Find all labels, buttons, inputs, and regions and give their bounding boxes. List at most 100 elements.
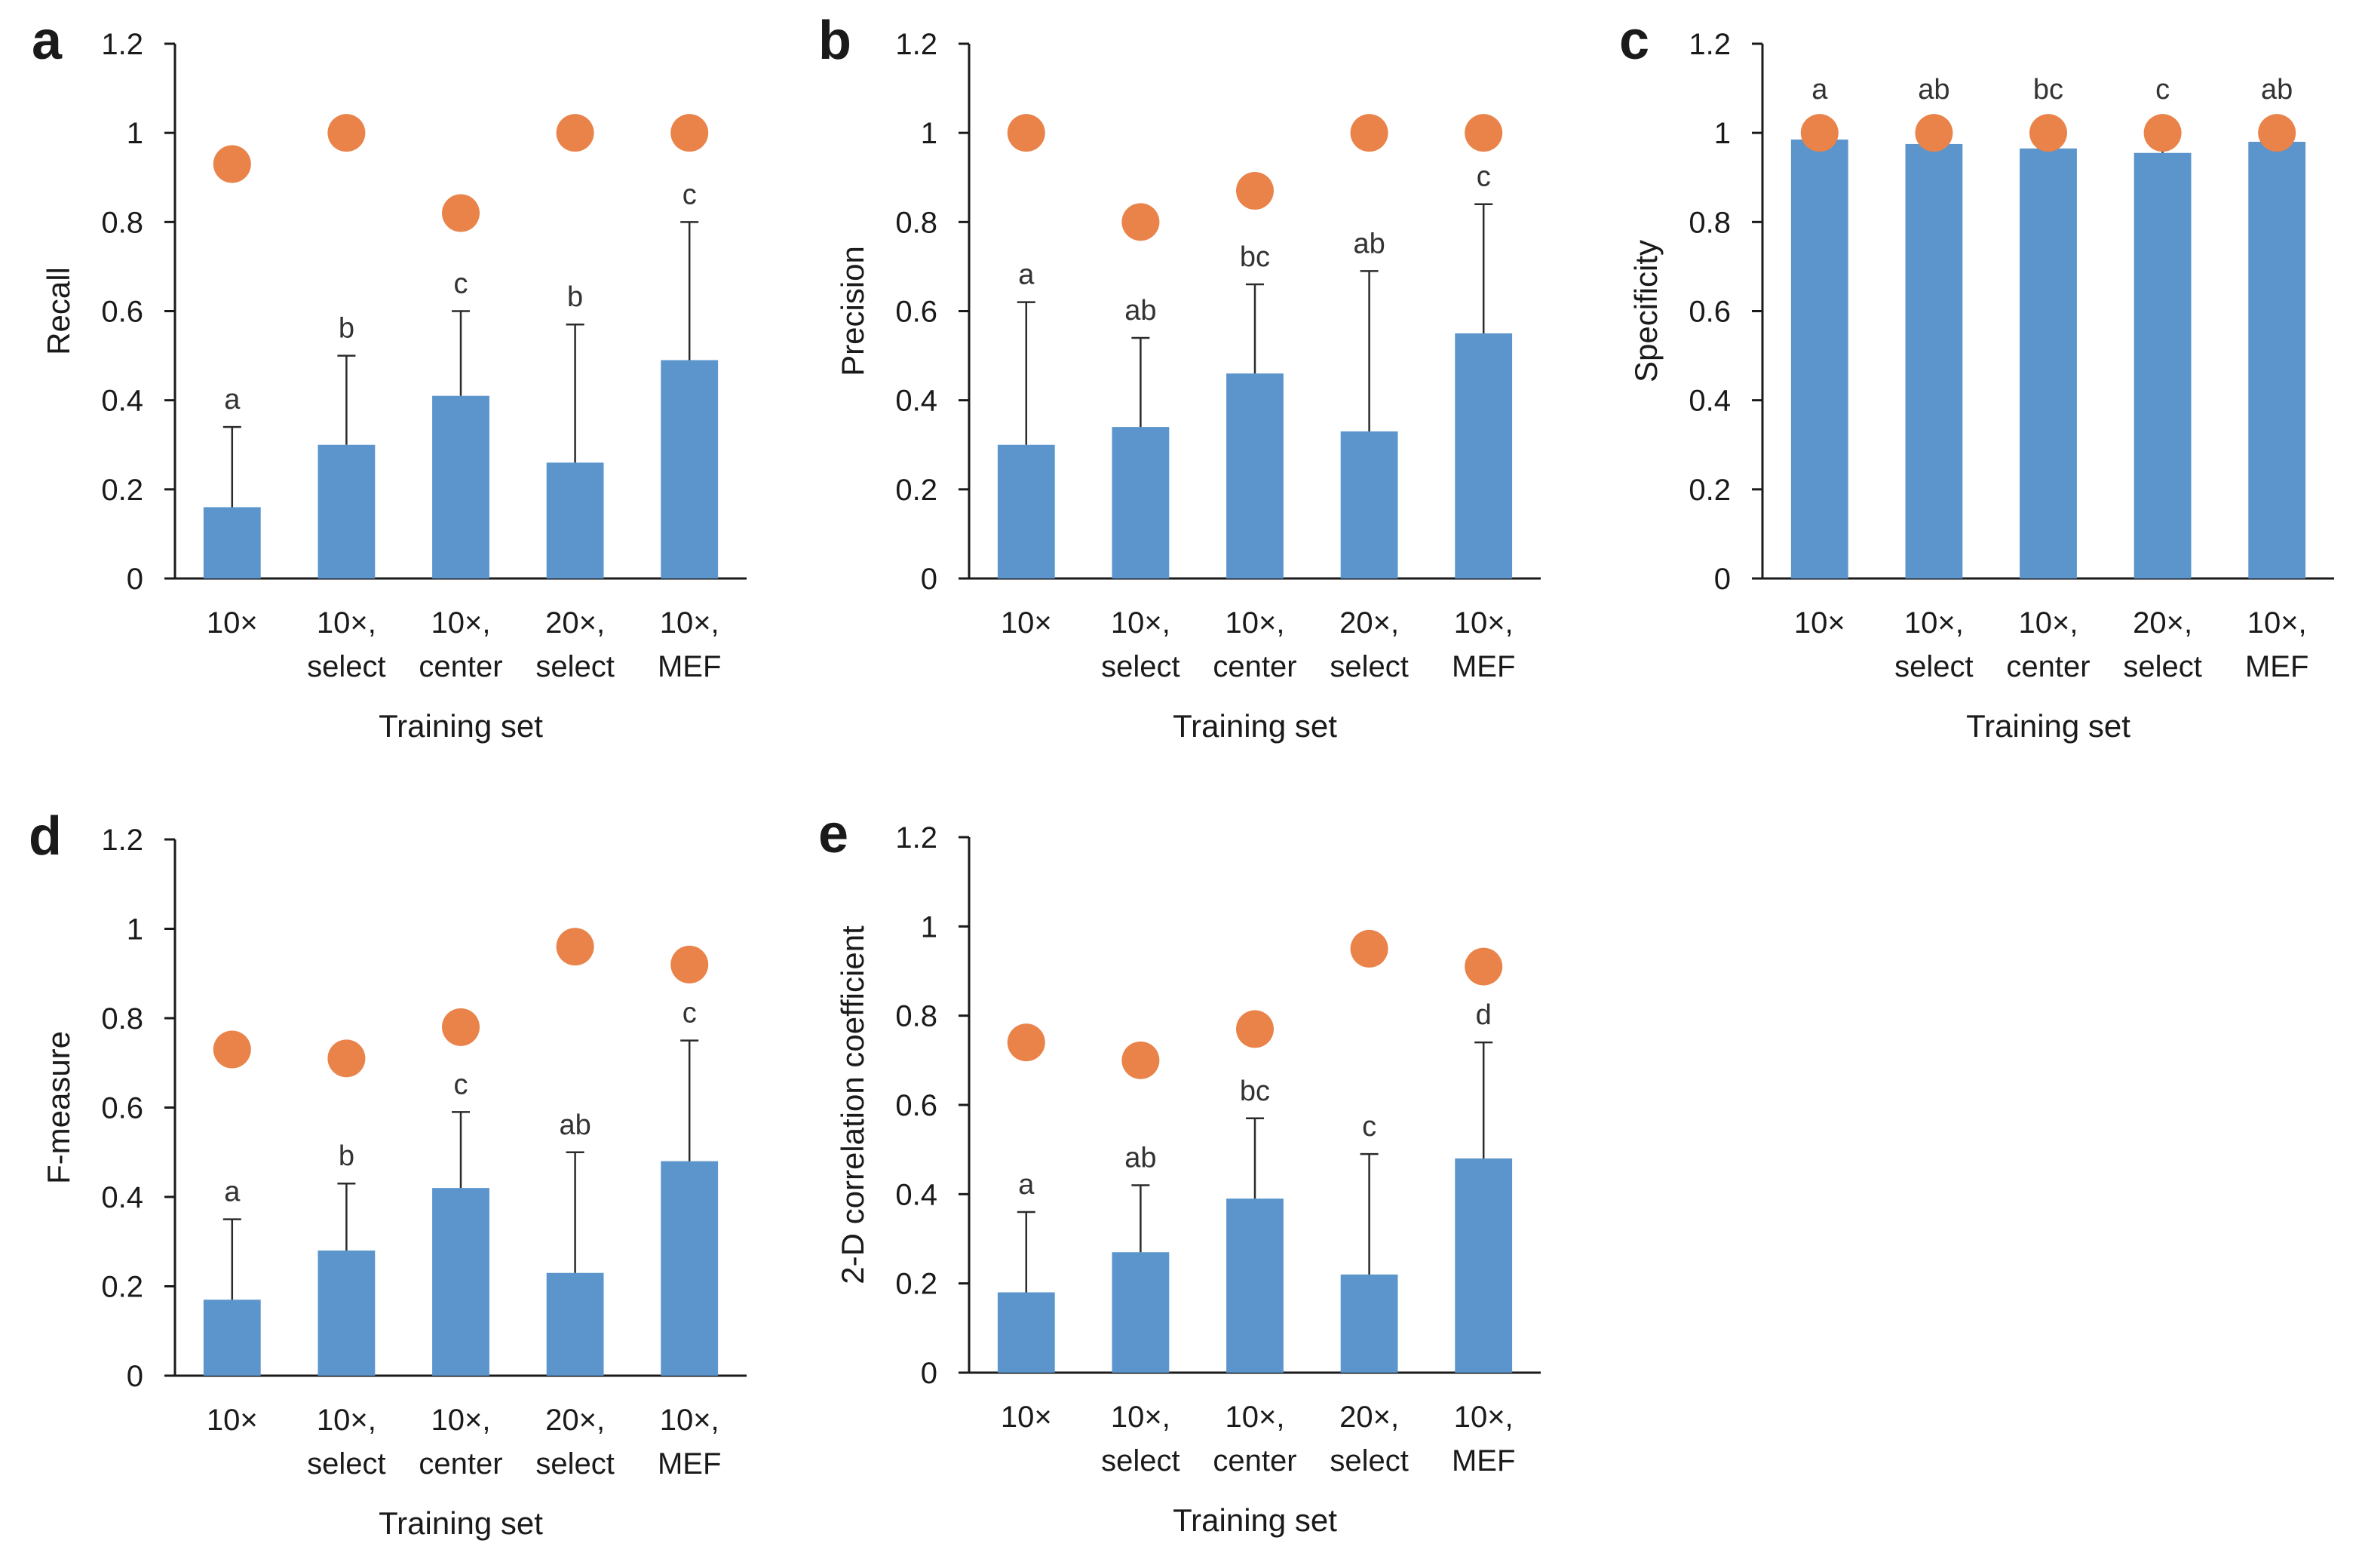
x-axis-title: Training set xyxy=(379,1505,543,1541)
bar xyxy=(203,507,261,578)
significance-label: bc xyxy=(1240,241,1270,273)
category-label: 10×, xyxy=(2019,606,2078,640)
y-tick-label: 0 xyxy=(127,563,143,596)
category-label: 20×, xyxy=(545,1404,605,1437)
category-label: center xyxy=(1213,650,1296,683)
significance-label: b xyxy=(339,313,354,345)
category-label: select xyxy=(1330,650,1409,683)
significance-label: c xyxy=(454,1069,468,1100)
best-value-dot xyxy=(1915,114,1953,152)
y-tick-label: 0.8 xyxy=(101,206,143,239)
best-value-dot xyxy=(1121,1041,1160,1079)
y-tick-label: 0.2 xyxy=(895,474,937,507)
category-label: 10×, xyxy=(431,606,491,640)
panel-a: a00.20.40.60.811.2Recalla10×b10×,selectc… xyxy=(32,11,747,744)
category-label: 10×, xyxy=(317,606,376,640)
bar xyxy=(2020,148,2077,579)
best-value-dot xyxy=(1350,929,1388,968)
category-label: center xyxy=(419,1447,502,1481)
category-label: select xyxy=(307,1447,386,1481)
best-value-dot xyxy=(327,1039,366,1078)
y-tick-label: 0.6 xyxy=(101,1092,143,1125)
y-tick-label: 1.2 xyxy=(101,824,143,857)
bar xyxy=(203,1300,261,1376)
category-label: select xyxy=(307,650,386,683)
category-label: select xyxy=(1330,1444,1409,1477)
y-axis-title: Specificity xyxy=(1628,240,1664,382)
y-tick-label: 0.4 xyxy=(1689,385,1731,418)
significance-label: c xyxy=(1477,161,1491,193)
bar xyxy=(1455,333,1513,578)
y-tick-label: 0 xyxy=(921,1357,937,1390)
best-value-dot xyxy=(1121,203,1160,241)
best-value-dot xyxy=(213,145,251,183)
significance-label: b xyxy=(339,1140,354,1172)
y-tick-label: 0.8 xyxy=(1689,206,1731,239)
bar xyxy=(2248,141,2306,578)
significance-label: ab xyxy=(2261,74,2293,106)
y-axis-title: Recall xyxy=(41,267,76,355)
best-value-dot xyxy=(442,194,480,232)
significance-label: c xyxy=(683,179,697,210)
best-value-dot xyxy=(2029,114,2067,152)
category-label: MEF xyxy=(658,1447,721,1481)
best-value-dot xyxy=(442,1008,480,1046)
significance-label: b xyxy=(567,281,583,313)
panel-letter: b xyxy=(818,11,851,71)
bar xyxy=(997,1292,1055,1373)
best-value-dot xyxy=(1465,114,1503,152)
x-axis-title: Training set xyxy=(379,708,543,744)
y-tick-label: 0.4 xyxy=(895,1178,937,1211)
category-label: 10× xyxy=(1001,1401,1052,1434)
significance-label: d xyxy=(1476,999,1492,1031)
best-value-dot xyxy=(556,928,594,966)
significance-label: ab xyxy=(1353,228,1385,259)
best-value-dot xyxy=(670,114,709,152)
y-tick-label: 1.2 xyxy=(895,821,937,855)
significance-label: ab xyxy=(559,1109,590,1141)
significance-label: a xyxy=(1018,259,1035,291)
y-tick-label: 1 xyxy=(921,117,937,150)
y-tick-label: 0.4 xyxy=(895,385,937,418)
category-label: 10×, xyxy=(660,1404,719,1437)
panel-letter: e xyxy=(818,804,848,864)
category-label: select xyxy=(2123,650,2202,683)
significance-label: a xyxy=(1811,74,1828,106)
panel-letter: a xyxy=(32,11,63,71)
y-tick-label: 1 xyxy=(127,117,143,150)
x-axis-title: Training set xyxy=(1173,708,1337,744)
category-label: 10×, xyxy=(1454,1401,1514,1434)
category-label: 10× xyxy=(1001,606,1052,640)
category-label: 10×, xyxy=(1225,606,1285,640)
category-label: 10×, xyxy=(1111,606,1170,640)
best-value-dot xyxy=(1800,114,1839,152)
category-label: 20×, xyxy=(2133,606,2192,640)
y-tick-label: 0.2 xyxy=(1689,474,1731,507)
significance-label: ab xyxy=(1124,295,1156,327)
significance-label: ab xyxy=(1918,74,1949,106)
category-label: select xyxy=(535,1447,615,1481)
category-label: 10× xyxy=(1794,606,1845,640)
category-label: 10×, xyxy=(317,1404,376,1437)
best-value-dot xyxy=(2143,114,2182,152)
bar xyxy=(661,1161,719,1376)
bar xyxy=(432,1188,489,1376)
y-axis-title: Precision xyxy=(835,246,870,376)
significance-label: a xyxy=(224,384,241,416)
bar xyxy=(1112,427,1170,578)
y-axis-title: F-measure xyxy=(41,1031,76,1184)
panel-e: e 0 0.2 0.4 0.6 0.8 1 1.2 2-D correlation coeffi… xyxy=(818,804,1541,1538)
category-label: MEF xyxy=(1452,1444,1515,1477)
significance-label: c xyxy=(2155,74,2170,106)
category-label: 10×, xyxy=(2247,606,2307,640)
y-tick-label: 0.6 xyxy=(895,296,937,329)
category-label: 10× xyxy=(207,606,258,640)
best-value-dot xyxy=(1236,171,1274,210)
panel-letter: c xyxy=(1619,11,1649,71)
y-tick-label: 1 xyxy=(921,910,937,944)
significance-label: bc xyxy=(2033,74,2063,106)
y-tick-label: 1 xyxy=(1714,117,1731,150)
y-tick-label: 1.2 xyxy=(1689,28,1731,61)
category-label: center xyxy=(1213,1444,1296,1477)
y-tick-label: 0.6 xyxy=(101,296,143,329)
